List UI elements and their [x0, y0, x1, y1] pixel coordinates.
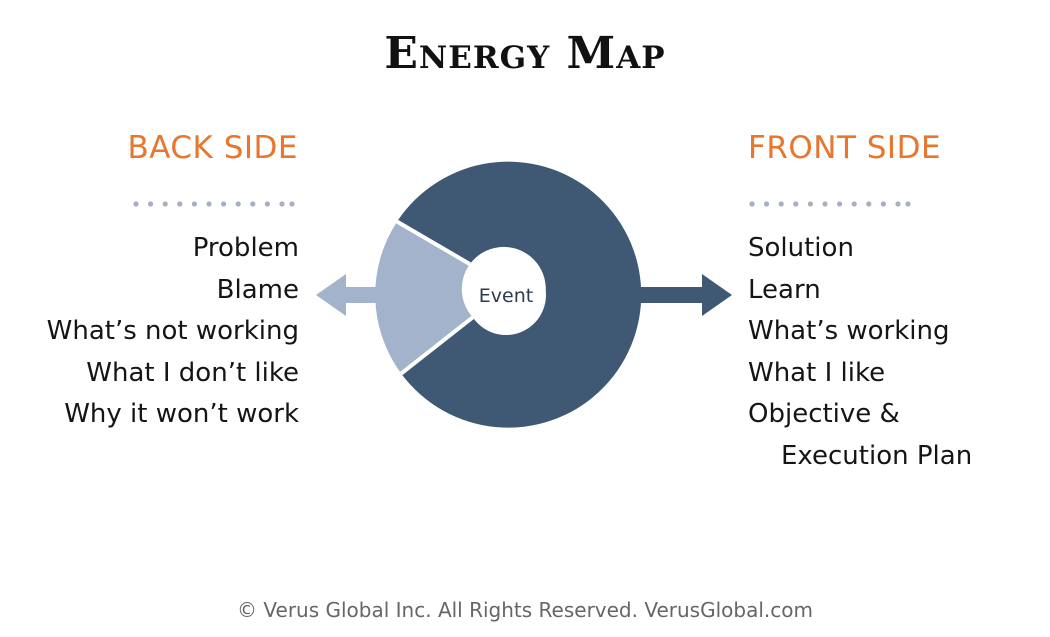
page-title: Energy Map	[384, 28, 666, 79]
event-circle	[466, 255, 546, 335]
back-side-arrow	[316, 274, 376, 316]
front-side-item: Objective &	[748, 399, 900, 429]
back-side-item: What’s not working	[46, 316, 299, 346]
back-side-item: Blame	[216, 274, 299, 305]
front-side-arrow	[634, 274, 732, 316]
back-side-list: Problem Blame What’s not working What I …	[47, 228, 299, 436]
front-side-heading: FRONT SIDE	[748, 130, 942, 166]
front-side-item: Learn	[748, 274, 821, 305]
front-side-item: Solution	[748, 233, 854, 263]
front-side-dotted-divider	[749, 201, 911, 207]
front-side-item: Execution Plan	[781, 440, 973, 471]
back-side-item: What I don’t like	[86, 357, 299, 388]
front-side-ring-segment	[397, 161, 642, 428]
back-side-item: Problem	[192, 233, 299, 263]
event-label: Event	[479, 285, 533, 307]
back-side-heading: BACK SIDE	[127, 130, 298, 166]
front-side-item: What I like	[748, 357, 886, 388]
copyright-footer: © Verus Global Inc. All Rights Reserved.…	[237, 598, 813, 622]
front-side-list: Solution Learn What’s working What I lik…	[748, 228, 972, 477]
front-side-item: What’s working	[748, 316, 950, 346]
back-side-item: Why it won’t work	[64, 399, 299, 429]
back-side-dotted-divider	[133, 201, 295, 207]
